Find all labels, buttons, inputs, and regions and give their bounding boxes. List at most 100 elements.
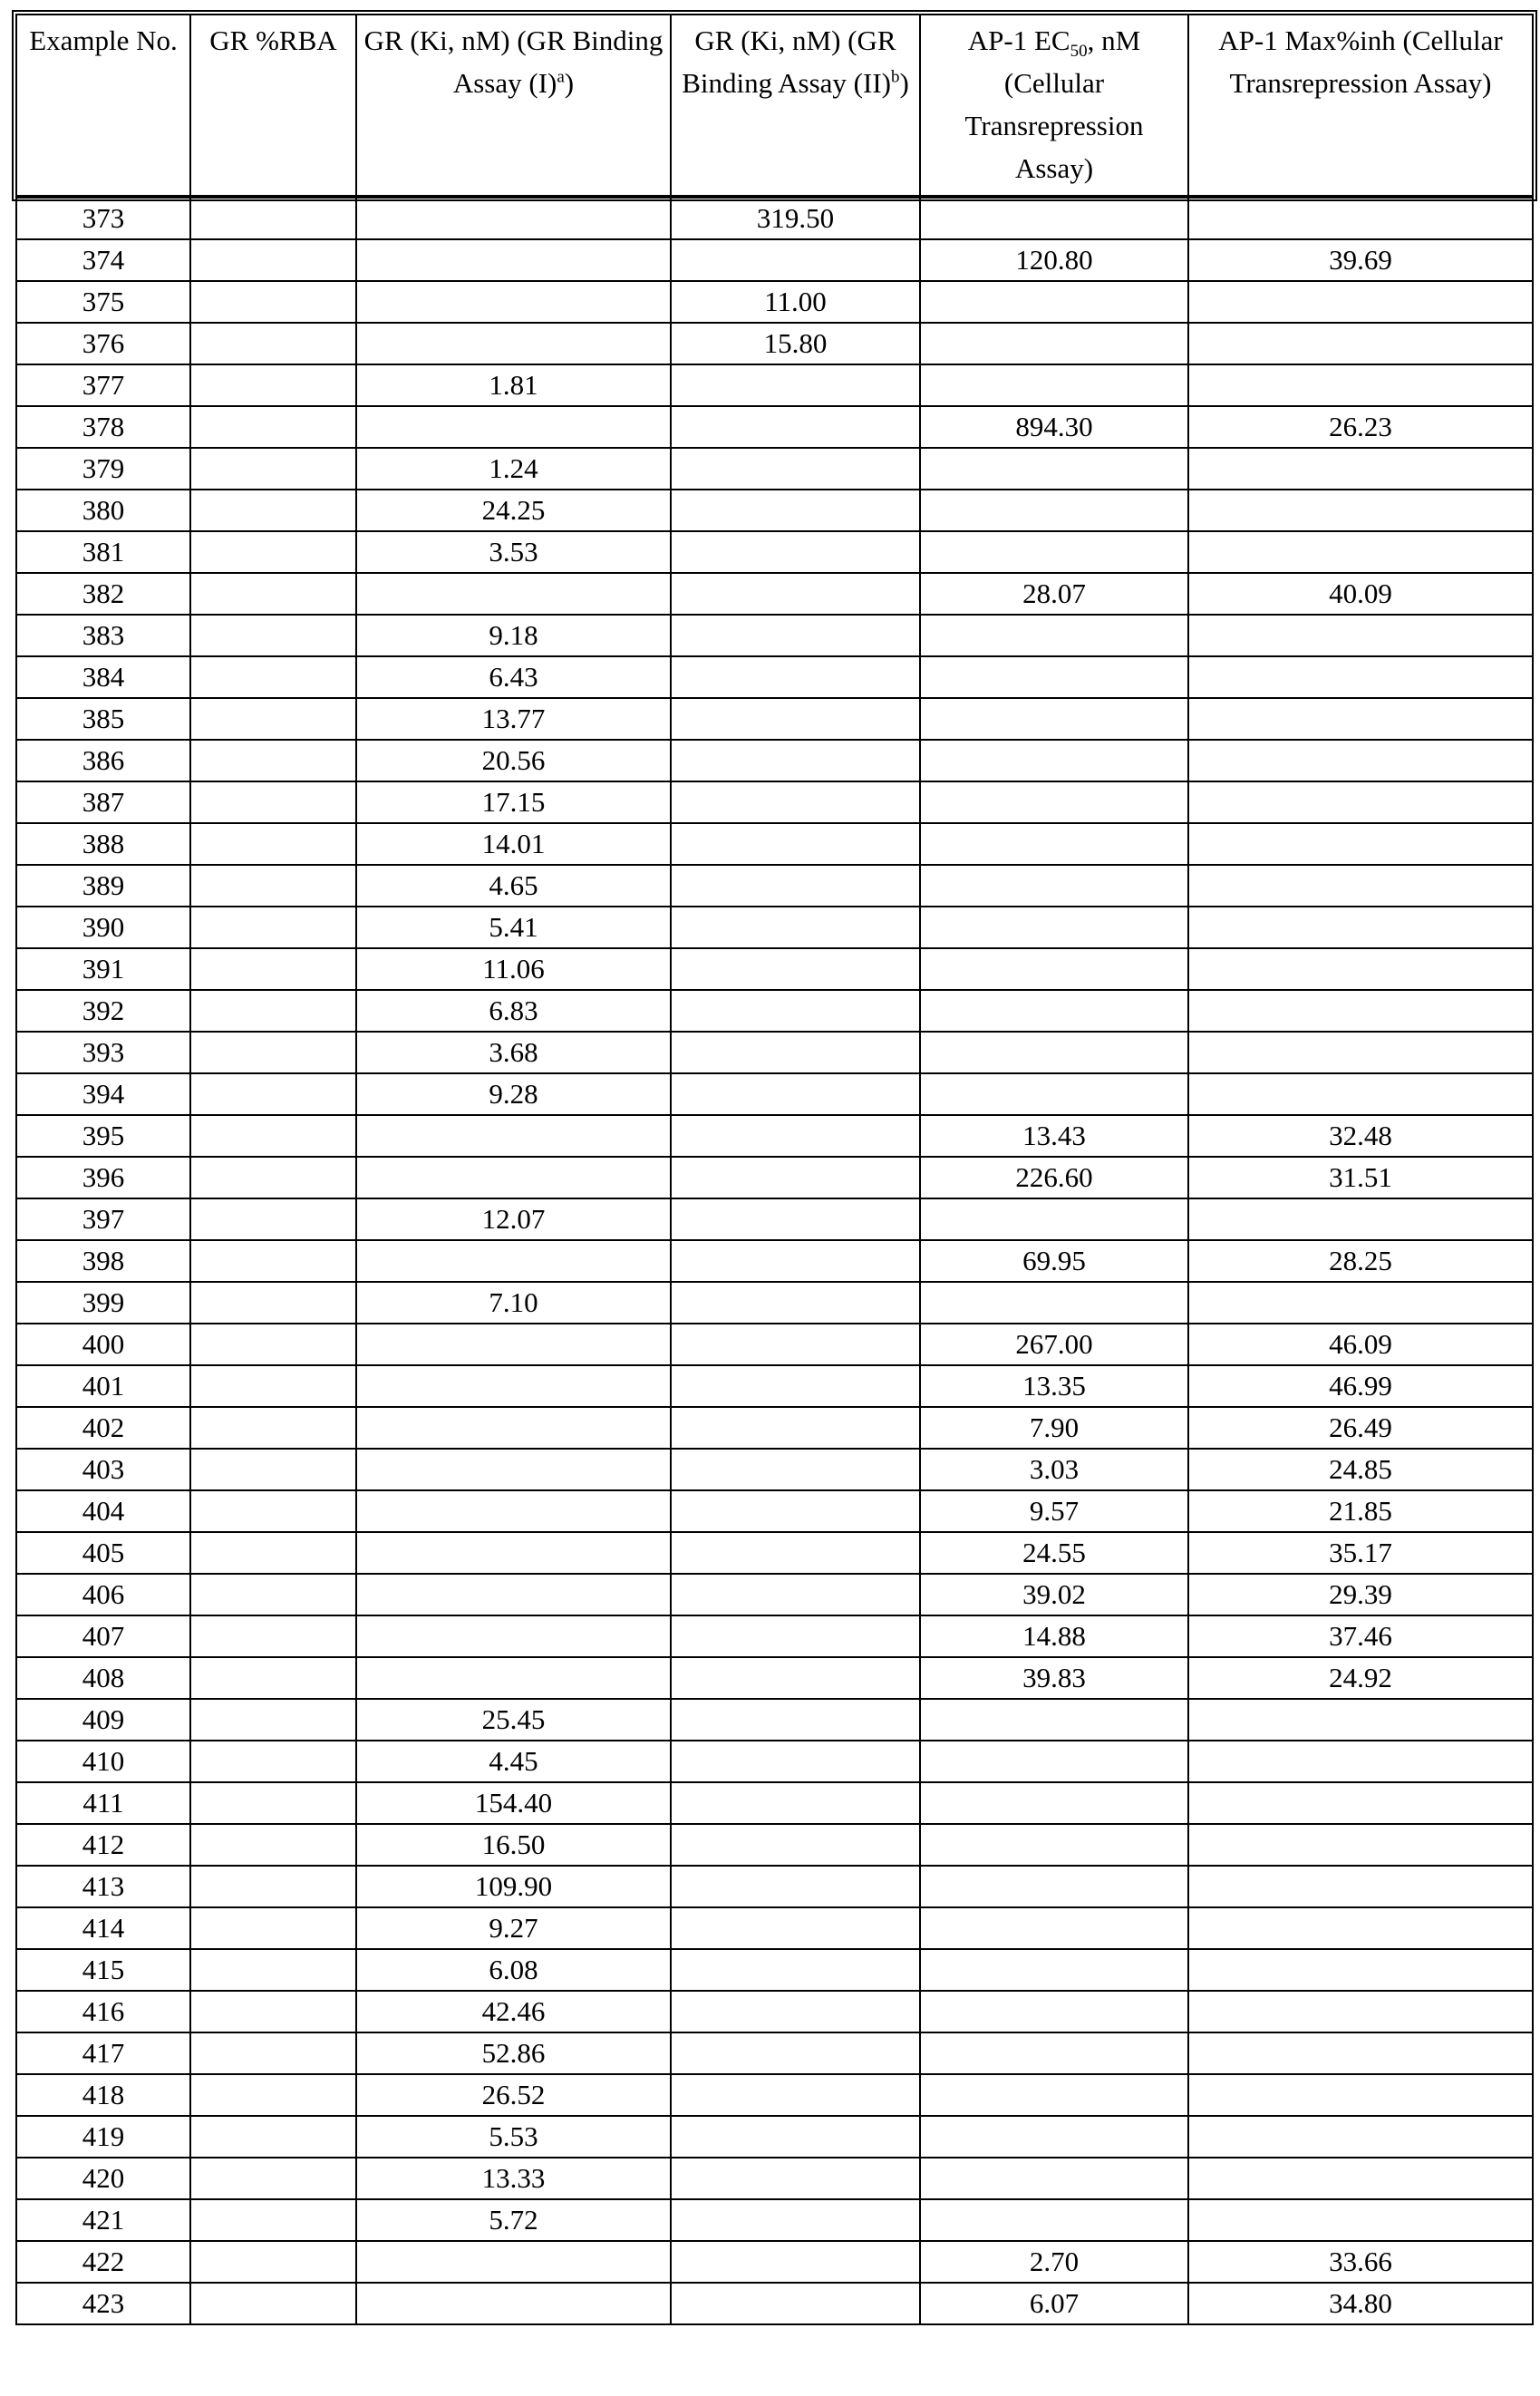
table-row: 37511.00 bbox=[16, 281, 1533, 323]
ap1-maxinh-cell: 46.09 bbox=[1188, 1324, 1533, 1365]
gr-ki-assay-1-cell: 1.81 bbox=[356, 364, 671, 406]
data-table-container: Example No. GR %RBA GR (Ki, nM) (GR Bind… bbox=[15, 14, 1532, 2325]
ap1-maxinh-cell: 37.46 bbox=[1188, 1615, 1533, 1657]
example-no-cell: 403 bbox=[16, 1449, 190, 1490]
gr-ki-assay-1-cell bbox=[356, 1365, 671, 1407]
gr-rba-cell bbox=[190, 1991, 356, 2032]
gr-ki-assay-1-cell: 7.10 bbox=[356, 1282, 671, 1324]
ap1-maxinh-cell bbox=[1188, 1866, 1533, 1907]
table-row: 40639.0229.39 bbox=[16, 1574, 1533, 1615]
table-row: 4027.9026.49 bbox=[16, 1407, 1533, 1449]
gr-rba-cell bbox=[190, 948, 356, 990]
gr-ki-assay-1-cell: 16.50 bbox=[356, 1824, 671, 1866]
table-row: 3894.65 bbox=[16, 865, 1533, 907]
gr-rba-cell bbox=[190, 1907, 356, 1949]
gr-rba-cell bbox=[190, 364, 356, 406]
gr-ki-assay-2-cell bbox=[671, 2199, 920, 2241]
ap1-ec50-cell bbox=[920, 656, 1188, 698]
gr-ki-assay-1-cell: 42.46 bbox=[356, 1991, 671, 2032]
table-row: 4215.72 bbox=[16, 2199, 1533, 2241]
header-example-no: Example No. bbox=[16, 15, 190, 197]
ap1-maxinh-cell bbox=[1188, 781, 1533, 823]
gr-ki-assay-2-cell bbox=[671, 2074, 920, 2116]
example-no-cell: 391 bbox=[16, 948, 190, 990]
ap1-ec50-cell bbox=[920, 740, 1188, 781]
ap1-maxinh-cell bbox=[1188, 1907, 1533, 1949]
table-row: 39869.9528.25 bbox=[16, 1240, 1533, 1282]
example-no-cell: 394 bbox=[16, 1073, 190, 1115]
table-row: 38717.15 bbox=[16, 781, 1533, 823]
gr-rba-cell bbox=[190, 1115, 356, 1157]
gr-ki-assay-2-cell bbox=[671, 1741, 920, 1782]
gr-ki-assay-1-cell: 13.33 bbox=[356, 2158, 671, 2199]
gr-rba-cell bbox=[190, 531, 356, 573]
ap1-ec50-cell bbox=[920, 448, 1188, 490]
ap1-maxinh-cell bbox=[1188, 1032, 1533, 1073]
table-row: 4033.0324.85 bbox=[16, 1449, 1533, 1490]
gr-ki-assay-1-cell: 4.45 bbox=[356, 1741, 671, 1782]
gr-ki-assay-2-cell bbox=[671, 239, 920, 281]
table-row: 39111.06 bbox=[16, 948, 1533, 990]
ap1-maxinh-cell bbox=[1188, 1073, 1533, 1115]
gr-rba-cell bbox=[190, 1073, 356, 1115]
table-row: 4156.08 bbox=[16, 1949, 1533, 1991]
ap1-maxinh-cell: 35.17 bbox=[1188, 1532, 1533, 1574]
ap1-ec50-cell bbox=[920, 823, 1188, 865]
gr-ki-assay-1-cell: 1.24 bbox=[356, 448, 671, 490]
gr-ki-assay-1-cell bbox=[356, 239, 671, 281]
gr-ki-assay-2-cell bbox=[671, 1240, 920, 1282]
gr-ki-assay-2-cell bbox=[671, 1574, 920, 1615]
table-row: 3813.53 bbox=[16, 531, 1533, 573]
gr-ki-assay-2-cell bbox=[671, 1532, 920, 1574]
gr-ki-assay-1-cell: 13.77 bbox=[356, 698, 671, 740]
gr-ki-assay-1-cell: 14.01 bbox=[356, 823, 671, 865]
ap1-ec50-cell bbox=[920, 781, 1188, 823]
ap1-ec50-cell bbox=[920, 1991, 1188, 2032]
ap1-ec50-cell bbox=[920, 1866, 1188, 1907]
ap1-maxinh-cell: 24.92 bbox=[1188, 1657, 1533, 1699]
gr-ki-assay-2-cell bbox=[671, 2032, 920, 2074]
example-no-cell: 373 bbox=[16, 197, 190, 239]
example-no-cell: 396 bbox=[16, 1157, 190, 1198]
example-no-cell: 387 bbox=[16, 781, 190, 823]
ap1-ec50-cell bbox=[920, 2116, 1188, 2158]
gr-ki-assay-1-cell: 52.86 bbox=[356, 2032, 671, 2074]
gr-rba-cell bbox=[190, 740, 356, 781]
gr-ki-assay-2-cell: 319.50 bbox=[671, 197, 920, 239]
example-no-cell: 390 bbox=[16, 907, 190, 948]
gr-ki-assay-1-cell: 20.56 bbox=[356, 740, 671, 781]
gr-ki-assay-1-cell: 3.68 bbox=[356, 1032, 671, 1073]
gr-ki-assay-2-cell bbox=[671, 1115, 920, 1157]
table-row: 374120.8039.69 bbox=[16, 239, 1533, 281]
gr-ki-assay-2-cell bbox=[671, 490, 920, 531]
table-row: 40839.8324.92 bbox=[16, 1657, 1533, 1699]
gr-rba-cell bbox=[190, 1574, 356, 1615]
gr-rba-cell bbox=[190, 2074, 356, 2116]
example-no-cell: 402 bbox=[16, 1407, 190, 1449]
gr-ki-assay-2-cell bbox=[671, 865, 920, 907]
ap1-ec50-cell bbox=[920, 1073, 1188, 1115]
table-row: 41216.50 bbox=[16, 1824, 1533, 1866]
ap1-ec50-cell: 6.07 bbox=[920, 2283, 1188, 2324]
gr-ki-assay-2-cell bbox=[671, 1407, 920, 1449]
gr-ki-assay-2-cell bbox=[671, 364, 920, 406]
ap1-maxinh-cell: 28.25 bbox=[1188, 1240, 1533, 1282]
example-no-cell: 410 bbox=[16, 1741, 190, 1782]
ap1-maxinh-cell: 26.49 bbox=[1188, 1407, 1533, 1449]
ap1-maxinh-cell bbox=[1188, 364, 1533, 406]
table-row: 396226.6031.51 bbox=[16, 1157, 1533, 1198]
gr-rba-cell bbox=[190, 2032, 356, 2074]
ap1-ec50-cell bbox=[920, 615, 1188, 656]
example-no-cell: 397 bbox=[16, 1198, 190, 1240]
gr-ki-assay-1-cell: 6.83 bbox=[356, 990, 671, 1032]
ap1-ec50-cell bbox=[920, 1699, 1188, 1741]
gr-ki-assay-1-cell bbox=[356, 1240, 671, 1282]
gr-ki-assay-1-cell bbox=[356, 1157, 671, 1198]
gr-ki-assay-1-cell bbox=[356, 1449, 671, 1490]
gr-ki-assay-1-cell: 5.72 bbox=[356, 2199, 671, 2241]
ap1-ec50-cell: 69.95 bbox=[920, 1240, 1188, 1282]
ap1-ec50-cell bbox=[920, 531, 1188, 573]
ap1-ec50-cell: 2.70 bbox=[920, 2241, 1188, 2283]
ap1-maxinh-cell bbox=[1188, 2032, 1533, 2074]
gr-rba-cell bbox=[190, 448, 356, 490]
